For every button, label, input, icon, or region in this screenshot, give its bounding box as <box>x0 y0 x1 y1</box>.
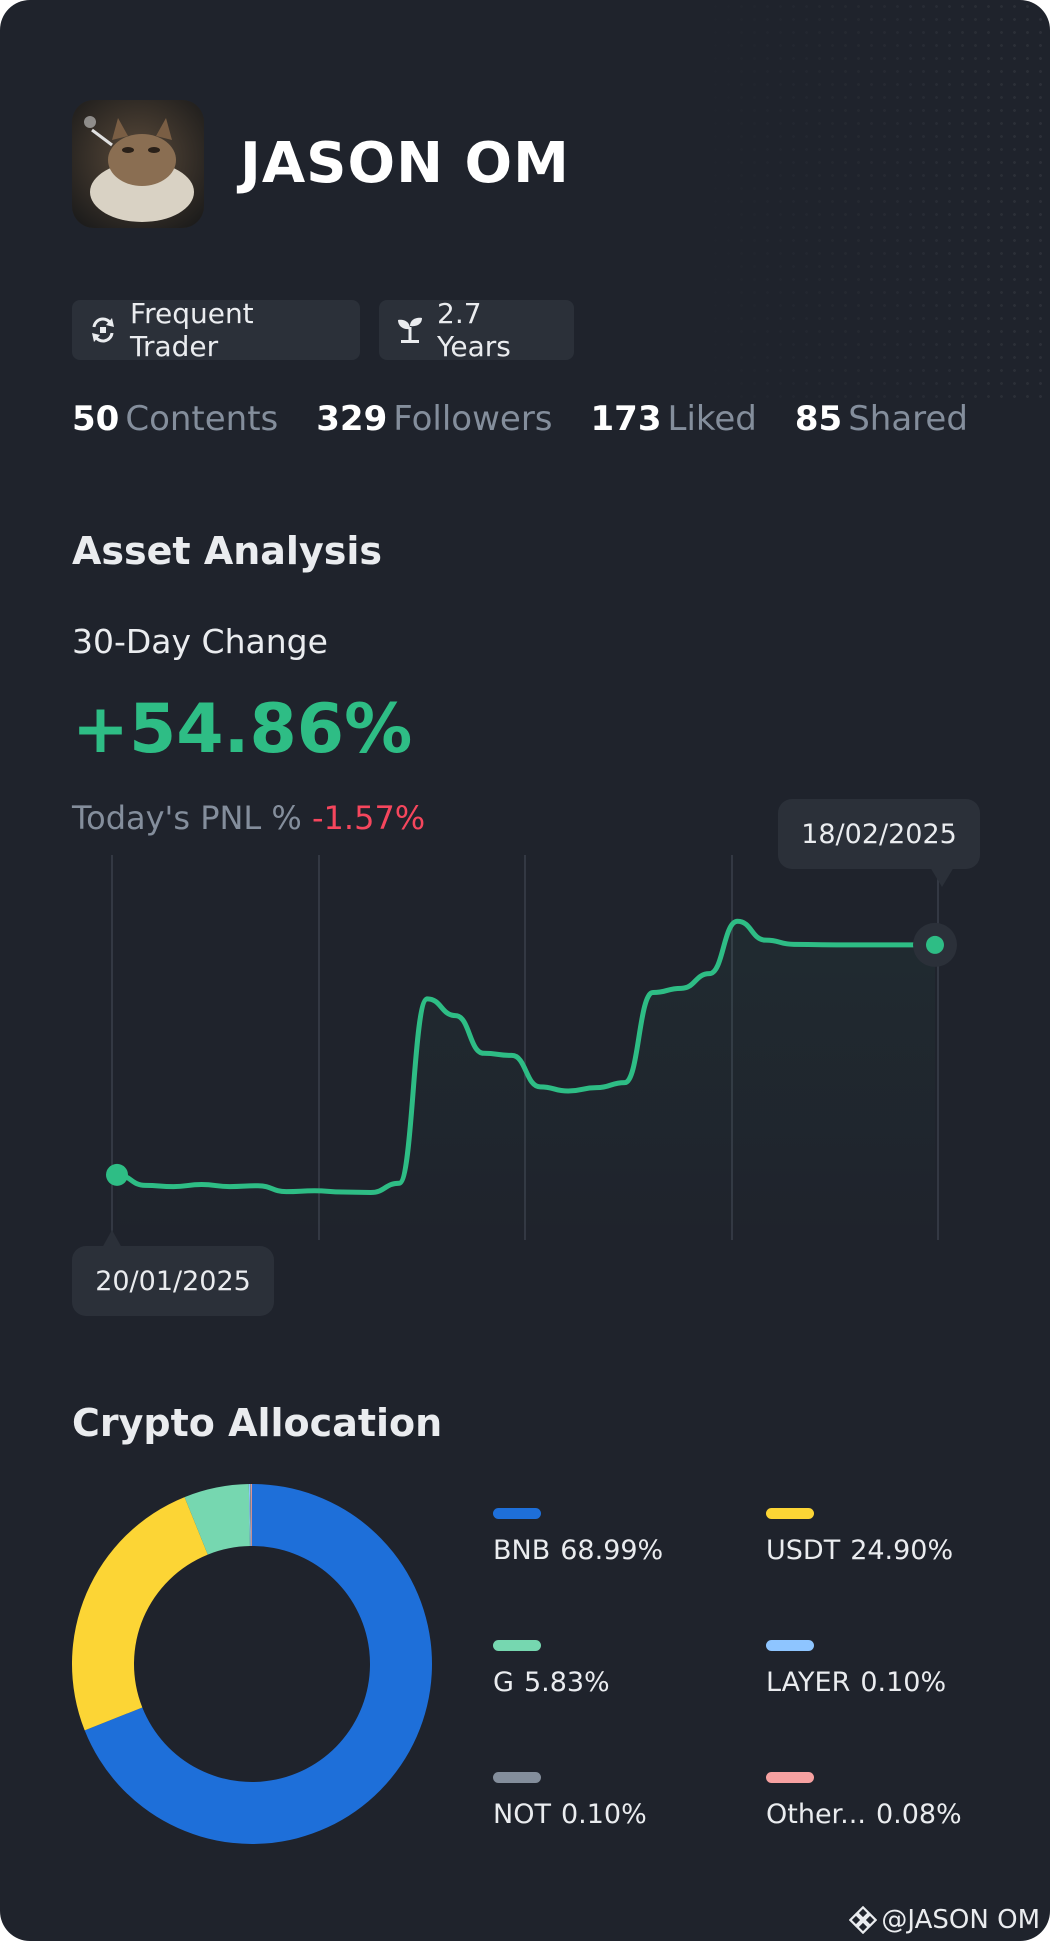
start-date-bubble: 20/01/2025 <box>72 1246 274 1316</box>
change-label: 30-Day Change <box>72 622 328 661</box>
legend-item-usdt: USDT 24.90% <box>766 1508 953 1566</box>
chart-series-line <box>114 918 938 1195</box>
legend-item-g: G 5.83% <box>493 1640 610 1698</box>
stat-liked-value: 173 <box>590 399 662 439</box>
legend-swatch <box>493 1772 541 1783</box>
legend-swatch <box>766 1640 814 1651</box>
footer-handle: @JASON OM <box>881 1905 1040 1935</box>
avatar[interactable] <box>72 100 204 228</box>
donut-slice-bnb[interactable] <box>84 1484 433 1844</box>
end-bubble-pointer <box>930 867 954 887</box>
legend-text: LAYER 0.10% <box>766 1667 946 1698</box>
legend-swatch <box>766 1508 814 1519</box>
tag-label: 2.7 Years <box>437 297 511 363</box>
legend-item-not: NOT 0.10% <box>493 1772 647 1830</box>
donut-slice-not[interactable] <box>249 1484 252 1547</box>
start-bubble-pointer <box>102 1230 122 1248</box>
legend-item-layer: LAYER 0.10% <box>766 1640 946 1698</box>
legend-swatch <box>493 1640 541 1651</box>
asset-line-chart[interactable] <box>0 0 1050 1340</box>
trade-cycle-icon <box>88 315 118 345</box>
legend-percent: 0.10% <box>560 1799 647 1830</box>
legend-text: NOT 0.10% <box>493 1799 647 1830</box>
donut-slice-g[interactable] <box>184 1484 250 1555</box>
profile-name: JASON OM <box>240 131 570 196</box>
legend-label: Other... <box>766 1799 866 1830</box>
legend-percent: 0.10% <box>860 1667 947 1698</box>
legend-percent: 0.08% <box>875 1799 962 1830</box>
legend-text: G 5.83% <box>493 1667 610 1698</box>
legend-item-other: Other... 0.08% <box>766 1772 962 1830</box>
donut-slice-layer[interactable] <box>248 1484 251 1547</box>
stat-liked-label: Liked <box>667 399 757 439</box>
pnl-label: Today's PNL % <box>72 799 302 837</box>
legend-item-bnb: BNB 68.99% <box>493 1508 663 1566</box>
avatar-image <box>72 100 204 228</box>
change-value: +54.86% <box>72 690 413 769</box>
stat-shared-value: 85 <box>794 399 843 439</box>
footer-watermark: @JASON OM <box>849 1905 1040 1935</box>
legend-text: Other... 0.08% <box>766 1799 962 1830</box>
allocation-donut-chart[interactable] <box>70 1482 434 1846</box>
legend-text: BNB 68.99% <box>493 1535 663 1566</box>
legend-text: USDT 24.90% <box>766 1535 953 1566</box>
legend-label: USDT <box>766 1535 841 1566</box>
end-date-bubble: 18/02/2025 <box>778 799 980 869</box>
tag-frequent-trader: Frequent Trader <box>72 297 360 363</box>
profile-stats: 50 Contents 329 Followers 173 Liked 85 Shared <box>72 396 968 442</box>
legend-percent: 24.90% <box>850 1535 954 1566</box>
stat-contents-value: 50 <box>72 399 120 439</box>
pnl-value: -1.57% <box>312 799 426 837</box>
legend-label: G <box>493 1667 514 1698</box>
legend-label: LAYER <box>766 1667 851 1698</box>
crypto-allocation-title: Crypto Allocation <box>72 1401 443 1445</box>
legend-percent: 68.99% <box>560 1535 664 1566</box>
asset-analysis-title: Asset Analysis <box>72 529 382 573</box>
donut-slice-other[interactable] <box>251 1484 252 1547</box>
binance-logo-icon <box>849 1906 878 1934</box>
chart-start-point[interactable] <box>106 1163 128 1186</box>
legend-swatch <box>493 1508 541 1519</box>
legend-percent: 5.83% <box>523 1667 610 1698</box>
pnl-row: Today's PNL % -1.57% <box>72 796 425 840</box>
tag-years: 2.7 Years <box>379 297 574 363</box>
donut-slice-usdt[interactable] <box>71 1497 208 1731</box>
tag-label: Frequent Trader <box>130 297 254 363</box>
stat-followers-value: 329 <box>316 399 388 439</box>
dot-pattern-decoration <box>670 0 1050 400</box>
sprout-icon <box>395 315 425 345</box>
legend-swatch <box>766 1772 814 1783</box>
stat-followers-label: Followers <box>393 399 553 439</box>
stat-shared-label: Shared <box>848 399 968 439</box>
legend-label: BNB <box>493 1535 551 1566</box>
chart-area-fill <box>117 921 935 1240</box>
legend-label: NOT <box>493 1799 551 1830</box>
stat-contents-label: Contents <box>125 399 279 439</box>
chart-end-point[interactable] <box>926 935 944 954</box>
